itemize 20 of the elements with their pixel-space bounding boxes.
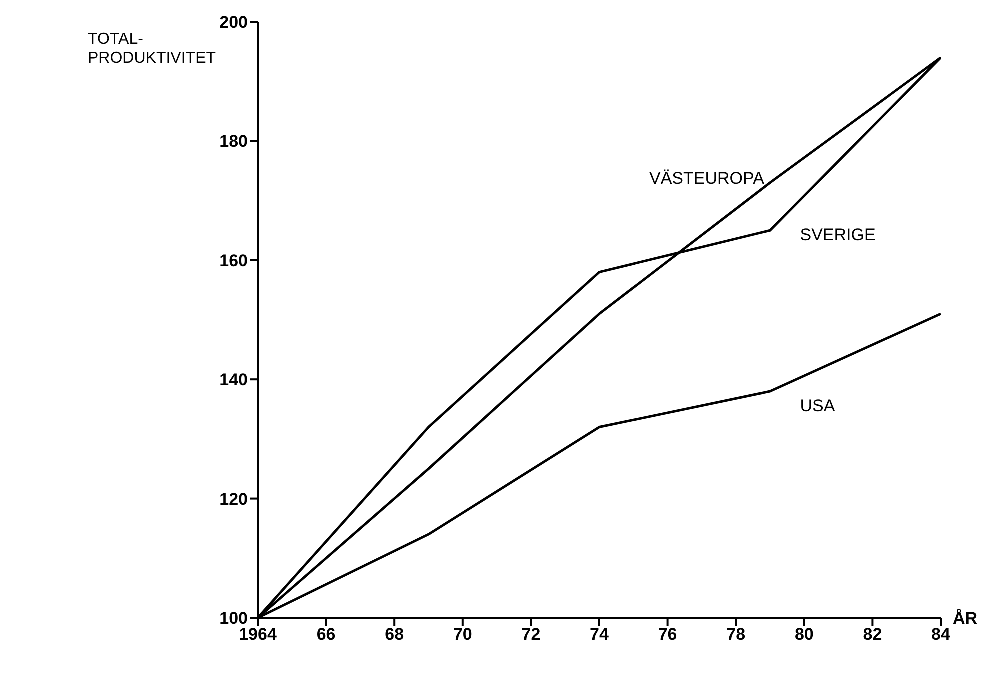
- x-tick-label: 76: [658, 625, 678, 644]
- x-tick-label: 68: [385, 625, 404, 644]
- x-tick-label: 74: [590, 625, 610, 644]
- x-tick-label: 78: [726, 625, 746, 644]
- series-label: USA: [800, 396, 836, 416]
- y-tick-label: 140: [220, 370, 248, 390]
- x-tick-label: 80: [794, 625, 814, 644]
- x-tick-label: 72: [522, 625, 541, 644]
- y-axis-title: TOTAL- PRODUKTIVITET: [88, 30, 216, 68]
- y-tick-label: 120: [220, 490, 248, 509]
- series-label: SVERIGE: [800, 226, 876, 245]
- x-tick-label: 84: [932, 625, 951, 644]
- series-label: VÄSTEUROPA: [650, 169, 766, 188]
- y-tick-label: 200: [220, 13, 248, 32]
- x-tick-label: 70: [453, 625, 472, 644]
- y-tick-label: 180: [220, 132, 248, 152]
- x-tick-label: 82: [863, 625, 882, 644]
- y-tick-label: 160: [220, 251, 248, 270]
- x-tick-label: 66: [316, 625, 336, 644]
- x-axis-title: ÅR: [953, 609, 978, 628]
